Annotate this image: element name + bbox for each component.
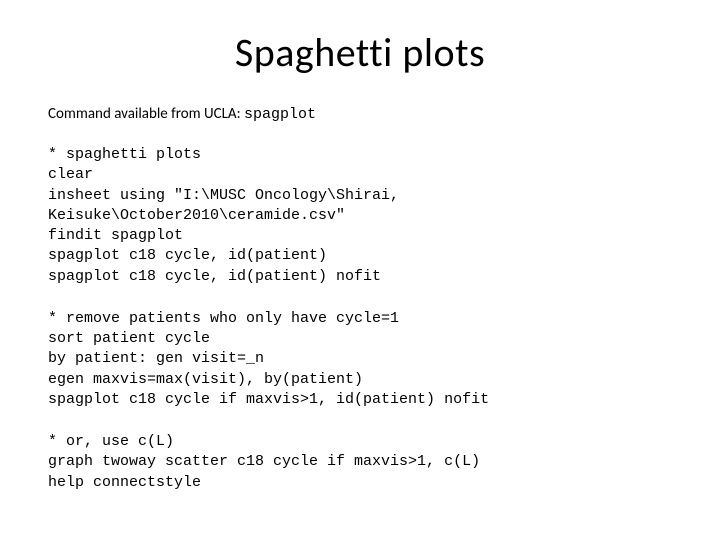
code-block-1: * spaghetti plots clear insheet using "I… bbox=[48, 145, 672, 287]
intro-line: Command available from UCLA: spagplot bbox=[48, 105, 672, 123]
code-block-2: * remove patients who only have cycle=1 … bbox=[48, 309, 672, 410]
slide-title: Spaghetti plots bbox=[48, 28, 672, 77]
slide: Spaghetti plots Command available from U… bbox=[0, 0, 720, 540]
intro-prefix: Command available from UCLA: bbox=[48, 105, 244, 123]
code-block-3: * or, use c(L) graph twoway scatter c18 … bbox=[48, 432, 672, 493]
intro-command: spagplot bbox=[244, 106, 316, 123]
